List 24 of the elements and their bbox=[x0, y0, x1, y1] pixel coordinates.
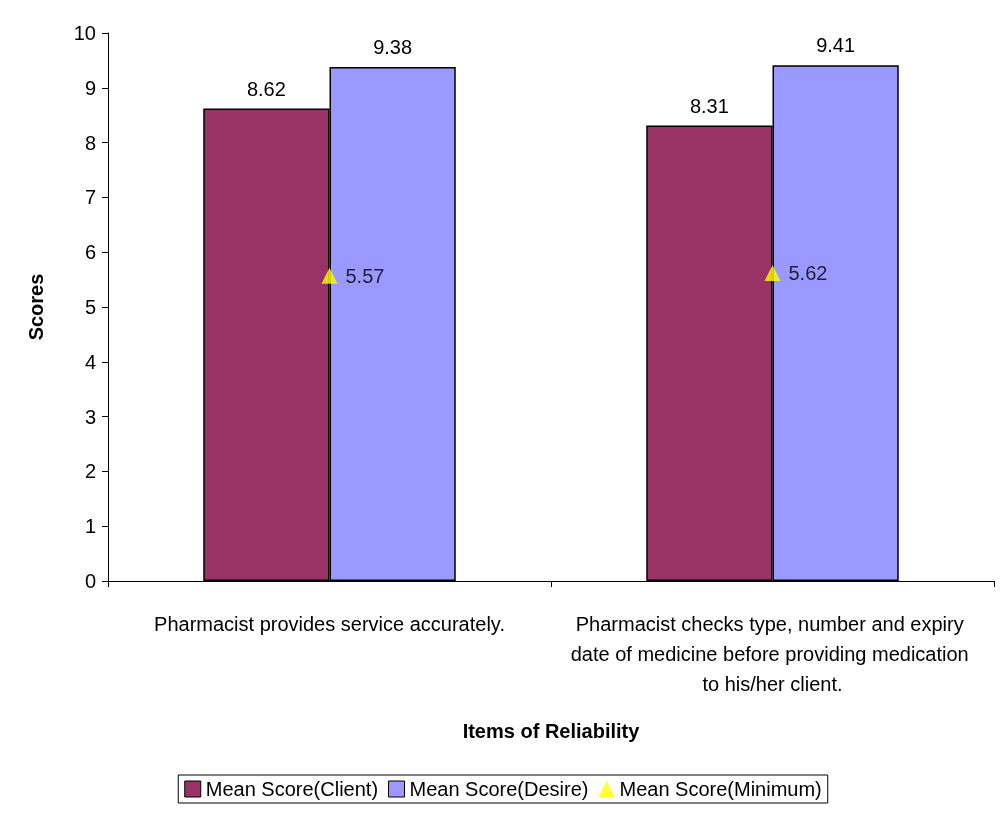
y-axis-title: Scores bbox=[25, 273, 47, 341]
data-label: 8.31 bbox=[689, 94, 729, 117]
legend-label: Mean Score(Desire) bbox=[409, 778, 589, 800]
y-tick-label: 10 bbox=[73, 22, 96, 44]
y-tick-label: 0 bbox=[84, 570, 96, 592]
y-tick-label: 4 bbox=[84, 350, 96, 373]
legend-label: Mean Score(Minimum) bbox=[619, 778, 822, 800]
data-label: 5.62 bbox=[788, 262, 828, 285]
y-tick-label: 2 bbox=[84, 460, 96, 483]
legend-label: Mean Score(Client) bbox=[205, 778, 379, 800]
y-tick-label: 1 bbox=[84, 515, 96, 538]
x-axis-title: Items of Reliability bbox=[462, 720, 641, 742]
data-label: 9.38 bbox=[373, 35, 413, 58]
y-tick-label: 8 bbox=[84, 131, 96, 154]
data-label: 5.57 bbox=[345, 264, 385, 287]
x-tick-label: Pharmacist provides service accurately. bbox=[154, 613, 505, 635]
x-tick-label: Pharmacist checks type, number and expiry date of medicine before providing medication to his/her client. bbox=[570, 613, 975, 695]
y-tick-label: 3 bbox=[84, 405, 96, 428]
y-tick-label: 7 bbox=[84, 186, 96, 209]
data-label: 9.41 bbox=[816, 34, 856, 57]
y-tick-label: 6 bbox=[84, 241, 96, 264]
data-label: 8.62 bbox=[246, 77, 286, 100]
y-tick-label: 9 bbox=[84, 76, 96, 99]
y-tick-label: 5 bbox=[84, 296, 96, 318]
